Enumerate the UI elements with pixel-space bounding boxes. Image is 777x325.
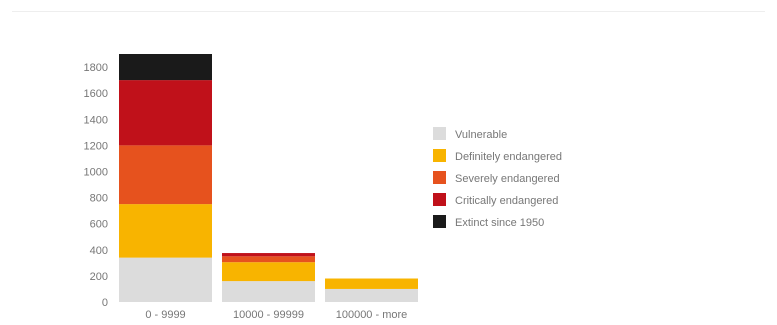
x-axis: 0 - 9999 10000 - 99999 100000 - more: [145, 309, 407, 321]
y-tick-label: 0: [102, 297, 108, 309]
y-tick-label: 1600: [84, 88, 108, 100]
bar-segment: [222, 281, 315, 302]
legend-label: Vulnerable: [455, 129, 507, 141]
legend-label: Extinct since 1950: [455, 217, 544, 229]
legend-swatch: [433, 127, 446, 140]
legend-swatch: [433, 193, 446, 206]
bar-segment: [325, 288, 418, 302]
legend-label: Severely endangered: [455, 173, 560, 185]
legend-label: Definitely endangered: [455, 151, 562, 163]
bar-segment: [222, 256, 315, 263]
x-tick-label: 0 - 9999: [145, 309, 185, 321]
y-tick-label: 1400: [84, 114, 108, 126]
y-tick-label: 200: [90, 271, 108, 283]
y-tick-label: 800: [90, 193, 108, 205]
bar-segment: [119, 54, 212, 81]
y-tick-label: 1200: [84, 140, 108, 152]
bars-group: [119, 54, 418, 302]
y-tick-label: 400: [90, 245, 108, 257]
bar-segment: [119, 257, 212, 302]
x-tick-label: 10000 - 99999: [233, 309, 304, 321]
bar-segment: [222, 253, 315, 257]
bar-segment: [119, 145, 212, 205]
y-tick-label: 600: [90, 219, 108, 231]
x-tick-label: 100000 - more: [336, 309, 408, 321]
y-tick-label: 1000: [84, 166, 108, 178]
top-divider: [12, 11, 765, 12]
legend: Vulnerable Definitely endangered Severely …: [433, 127, 562, 229]
bar-segment: [119, 204, 212, 258]
y-axis: 0 200 400 600 800 1000 1200 1400 1600 1800: [84, 62, 108, 309]
bar-segment: [325, 278, 418, 289]
y-tick-label: 1800: [84, 62, 108, 74]
legend-label: Critically endangered: [455, 195, 558, 207]
legend-swatch: [433, 149, 446, 162]
legend-swatch: [433, 171, 446, 184]
bar-segment: [119, 80, 212, 146]
legend-swatch: [433, 215, 446, 228]
bar-segment: [222, 262, 315, 282]
